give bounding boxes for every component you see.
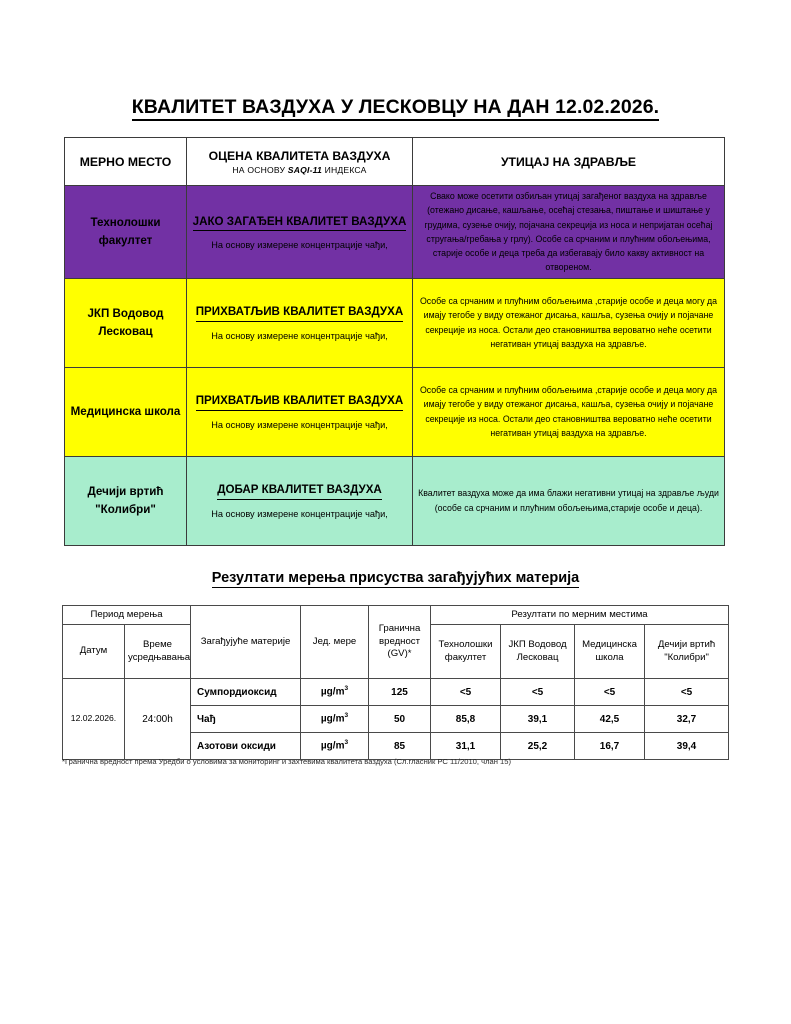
- health-impact-cell: Особе са срчаним и плућним обољењима ,ст…: [412, 277, 725, 368]
- cell-pollutant-name: Азотови оксиди: [190, 732, 302, 760]
- assessment-cell: ПРИХВАТЉИВ КВАЛИТЕТ ВАЗДУХА На основу из…: [186, 366, 413, 457]
- cell-unit: µg/m3: [300, 678, 370, 706]
- cell-value-jkp-vodovod: 25,2: [500, 732, 576, 760]
- assessment-note: На основу измерене концентрације чађи,: [211, 240, 388, 251]
- cell-value-decji-vrtic: 32,7: [644, 705, 730, 733]
- assessment-cell: ДОБАР КВАЛИТЕТ ВАЗДУХА На основу измерен…: [186, 455, 413, 546]
- assessment-cell: ЈАКО ЗАГАЂЕН КВАЛИТЕТ ВАЗДУХА На основу …: [186, 185, 413, 279]
- header-limit-value: Гранична вредност (GV)*: [368, 605, 432, 679]
- cell-value-decji-vrtic: <5: [644, 678, 730, 706]
- site-name-cell: Дечији вртић "Колибри": [64, 455, 187, 546]
- unit-exponent: 3: [344, 739, 349, 747]
- header-site-jkp-vodovod: ЈКП Водовод Лесковац: [500, 624, 576, 679]
- results-section-title: Резултати мерења присуства загађујућих м…: [0, 570, 791, 588]
- header-group-period: Период мерења: [61, 605, 192, 625]
- cell-value-jkp-vodovod: <5: [500, 678, 576, 706]
- header-sublabel-suffix: ИНДЕКСА: [322, 164, 367, 175]
- header-date: Датум: [62, 624, 125, 679]
- cell-value-tehnoloski-fakultet: <5: [430, 678, 502, 706]
- health-impact-cell: Квалитет ваздуха може да има блажи негат…: [412, 455, 725, 546]
- header-unit: Јед. мере: [300, 605, 370, 679]
- assessment-note: На основу измерене концентрације чађи,: [211, 419, 388, 430]
- cell-limit-value: 50: [368, 705, 432, 733]
- assessment-title: ЈАКО ЗАГАЂЕН КВАЛИТЕТ ВАЗДУХА: [192, 215, 407, 232]
- table-row: Азотови оксиди µg/m3 85 31,1 25,2 16,7 3…: [63, 732, 730, 760]
- cell-measurement-date: 12.02.2026.: [62, 678, 125, 760]
- assessment-row-tehnoloski-fakultet: Технолошки факултет ЈАКО ЗАГАЂЕН КВАЛИТЕ…: [64, 185, 725, 279]
- assessment-row-medicinska-skola: Медицинска школа ПРИХВАТЉИВ КВАЛИТЕТ ВАЗ…: [64, 366, 725, 457]
- header-group-results-by-site: Резултати по мерним местима: [430, 605, 730, 625]
- cell-unit: µg/m3: [300, 732, 370, 760]
- unit-base: µg/m: [320, 740, 345, 752]
- header-sublabel-prefix: НА ОСНОВУ: [232, 164, 288, 175]
- header-site-decji-vrtic: Дечији вртић "Колибри": [644, 624, 730, 679]
- unit-base: µg/m: [320, 713, 345, 725]
- table-row: 12.02.2026. 24:00h Сумпордиоксид µg/m3 1…: [62, 678, 730, 760]
- cell-value-jkp-vodovod: 39,1: [500, 705, 576, 733]
- header-cell-assessment: ОЦЕНА КВАЛИТЕТА ВАЗДУХА НА ОСНОВУ SAQI-1…: [186, 137, 413, 186]
- header-pollutant: Загађујуће материје: [190, 605, 302, 679]
- unit-exponent: 3: [344, 712, 349, 720]
- cell-value-decji-vrtic: 39,4: [644, 732, 730, 760]
- assessment-title: ПРИХВАТЉИВ КВАЛИТЕТ ВАЗДУХА: [195, 305, 404, 322]
- results-header-sub-row: Датум Време усредњавања Технолошки факул…: [62, 624, 730, 679]
- header-sublabel-index-name: SAQI-11: [287, 164, 322, 175]
- assessment-row-decji-vrtic-kolibri: Дечији вртић "Колибри" ДОБАР КВАЛИТЕТ ВА…: [64, 455, 725, 546]
- header-site-medicinska-skola: Медицинска школа: [574, 624, 646, 679]
- assessment-table-header-row: МЕРНО МЕСТО ОЦЕНА КВАЛИТЕТА ВАЗДУХА НА О…: [64, 137, 725, 186]
- header-label-site: МЕРНО МЕСТО: [79, 154, 172, 169]
- cell-value-tehnoloski-fakultet: 85,8: [430, 705, 502, 733]
- unit-base: µg/m: [320, 686, 345, 698]
- assessment-note: На основу измерене концентрације чађи,: [211, 330, 388, 341]
- results-header-group-row: Период мерења Загађујуће материје Јед. м…: [61, 605, 730, 679]
- header-averaging-time: Време усредњавања: [123, 624, 192, 679]
- assessment-row-jkp-vodovod-leskovac: ЈКП Водовод Лесковац ПРИХВАТЉИВ КВАЛИТЕТ…: [64, 277, 725, 368]
- header-cell-health: УТИЦАЈ НА ЗДРАВЉЕ: [412, 137, 725, 186]
- header-label-assessment: ОЦЕНА КВАЛИТЕТА ВАЗДУХА: [208, 148, 391, 163]
- cell-unit: µg/m3: [300, 705, 370, 733]
- assessment-title: ДОБАР КВАЛИТЕТ ВАЗДУХА: [217, 483, 382, 500]
- header-cell-site: МЕРНО МЕСТО: [64, 137, 187, 186]
- health-impact-cell: Свако може осетити озбиљан утицај загађе…: [412, 185, 725, 279]
- health-impact-cell: Особе са срчаним и плућним обољењима ,ст…: [412, 366, 725, 457]
- assessment-title: ПРИХВАТЉИВ КВАЛИТЕТ ВАЗДУХА: [195, 394, 404, 411]
- unit-exponent: 3: [344, 685, 349, 693]
- cell-value-medicinska-skola: 42,5: [574, 705, 646, 733]
- assessment-note: На основу измерене концентрације чађи,: [211, 508, 388, 519]
- header-site-tehnoloski-fakultet: Технолошки факултет: [430, 624, 502, 679]
- header-sublabel-assessment: НА ОСНОВУ SAQI-11 ИНДЕКСА: [192, 165, 407, 175]
- results-section-title-text: Резултати мерења присуства загађујућих м…: [211, 570, 580, 588]
- cell-pollutant-name: Чађ: [190, 705, 302, 733]
- air-quality-assessment-table: МЕРНО МЕСТО ОЦЕНА КВАЛИТЕТА ВАЗДУХА НА О…: [64, 137, 725, 546]
- footnote: *Гранична вредност према Уредби о услови…: [62, 757, 512, 766]
- site-name-cell: ЈКП Водовод Лесковац: [64, 277, 187, 368]
- site-name-cell: Медицинска школа: [64, 366, 187, 457]
- cell-value-tehnoloski-fakultet: 31,1: [430, 732, 502, 760]
- cell-limit-value: 125: [368, 678, 432, 706]
- page-title: КВАЛИТЕТ ВАЗДУХА У ЛЕСКОВЦУ НА ДАН 12.02…: [0, 96, 791, 121]
- site-name-cell: Технолошки факултет: [64, 185, 187, 279]
- assessment-cell: ПРИХВАТЉИВ КВАЛИТЕТ ВАЗДУХА На основу из…: [186, 277, 413, 368]
- cell-pollutant-name: Сумпордиоксид: [190, 678, 302, 706]
- measurement-results-table: Период мерења Загађујуће материје Јед. м…: [61, 605, 730, 760]
- page-title-text: КВАЛИТЕТ ВАЗДУХА У ЛЕСКОВЦУ НА ДАН 12.02…: [131, 96, 660, 121]
- cell-value-medicinska-skola: <5: [574, 678, 646, 706]
- cell-value-medicinska-skola: 16,7: [574, 732, 646, 760]
- cell-limit-value: 85: [368, 732, 432, 760]
- header-label-health: УТИЦАЈ НА ЗДРАВЉЕ: [500, 154, 637, 169]
- cell-averaging-time: 24:00h: [123, 678, 192, 760]
